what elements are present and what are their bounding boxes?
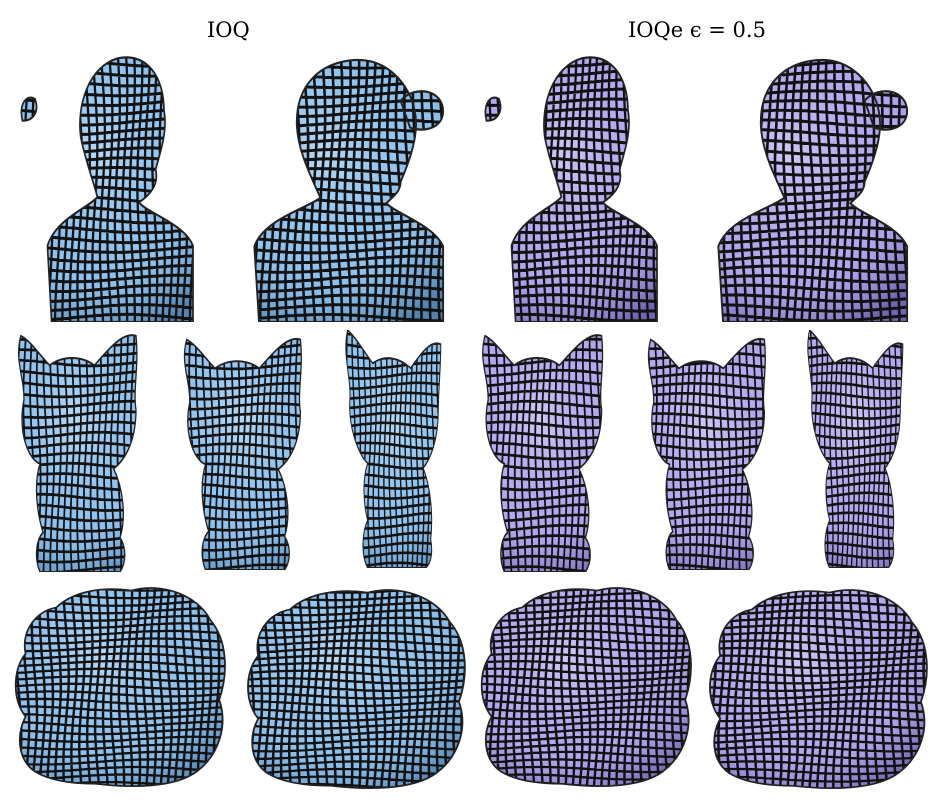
mesh-surface (709, 590, 927, 789)
statue-view1-ioq (8, 578, 228, 788)
silhouette-outline (807, 330, 904, 568)
cat-view1-ioq (8, 326, 168, 572)
mesh-surface (15, 588, 225, 787)
mesh-surface (482, 335, 603, 572)
cat-view3-ioq (340, 330, 466, 568)
bust-front-ioqe (474, 50, 682, 322)
column-title-ioq: IOQ (207, 18, 250, 42)
silhouette-outline (20, 56, 194, 322)
cat-view2-ioqe (638, 330, 796, 570)
silhouette-outline (17, 334, 138, 572)
silhouette-outline (183, 337, 302, 570)
bust-back-ioqe (690, 52, 926, 322)
statue-view2-ioqe (702, 580, 930, 790)
column-title-ioqe: IOQe ϵ = 0.5 (628, 18, 766, 42)
silhouette-outline (717, 59, 909, 322)
mesh-surface (648, 338, 766, 570)
silhouette-outline (482, 334, 604, 572)
silhouette-outline (484, 56, 658, 322)
silhouette-outline (253, 59, 445, 322)
quad-mesh-lines (709, 590, 927, 789)
statue-view2-ioq (240, 580, 468, 790)
bust-back-ioq (226, 52, 462, 322)
silhouette-outline (345, 330, 442, 568)
cat-view1-ioqe (472, 326, 634, 572)
silhouette-outline (709, 589, 928, 789)
mesh-surface (481, 588, 691, 787)
cat-view2-ioq (174, 330, 332, 570)
bust-front-ioq (10, 50, 218, 322)
silhouette-outline (647, 337, 766, 570)
mesh-surface (184, 338, 302, 570)
mesh-surface (247, 590, 465, 789)
cat-view3-ioqe (802, 330, 928, 568)
mesh-surface (485, 57, 658, 322)
silhouette-outline (14, 587, 226, 787)
statue-view1-ioqe (474, 578, 694, 788)
mesh-surface (21, 57, 194, 322)
mesh-surface (18, 335, 137, 572)
mesh-shading (21, 57, 194, 322)
silhouette-outline (480, 587, 692, 787)
silhouette-outline (247, 589, 466, 789)
